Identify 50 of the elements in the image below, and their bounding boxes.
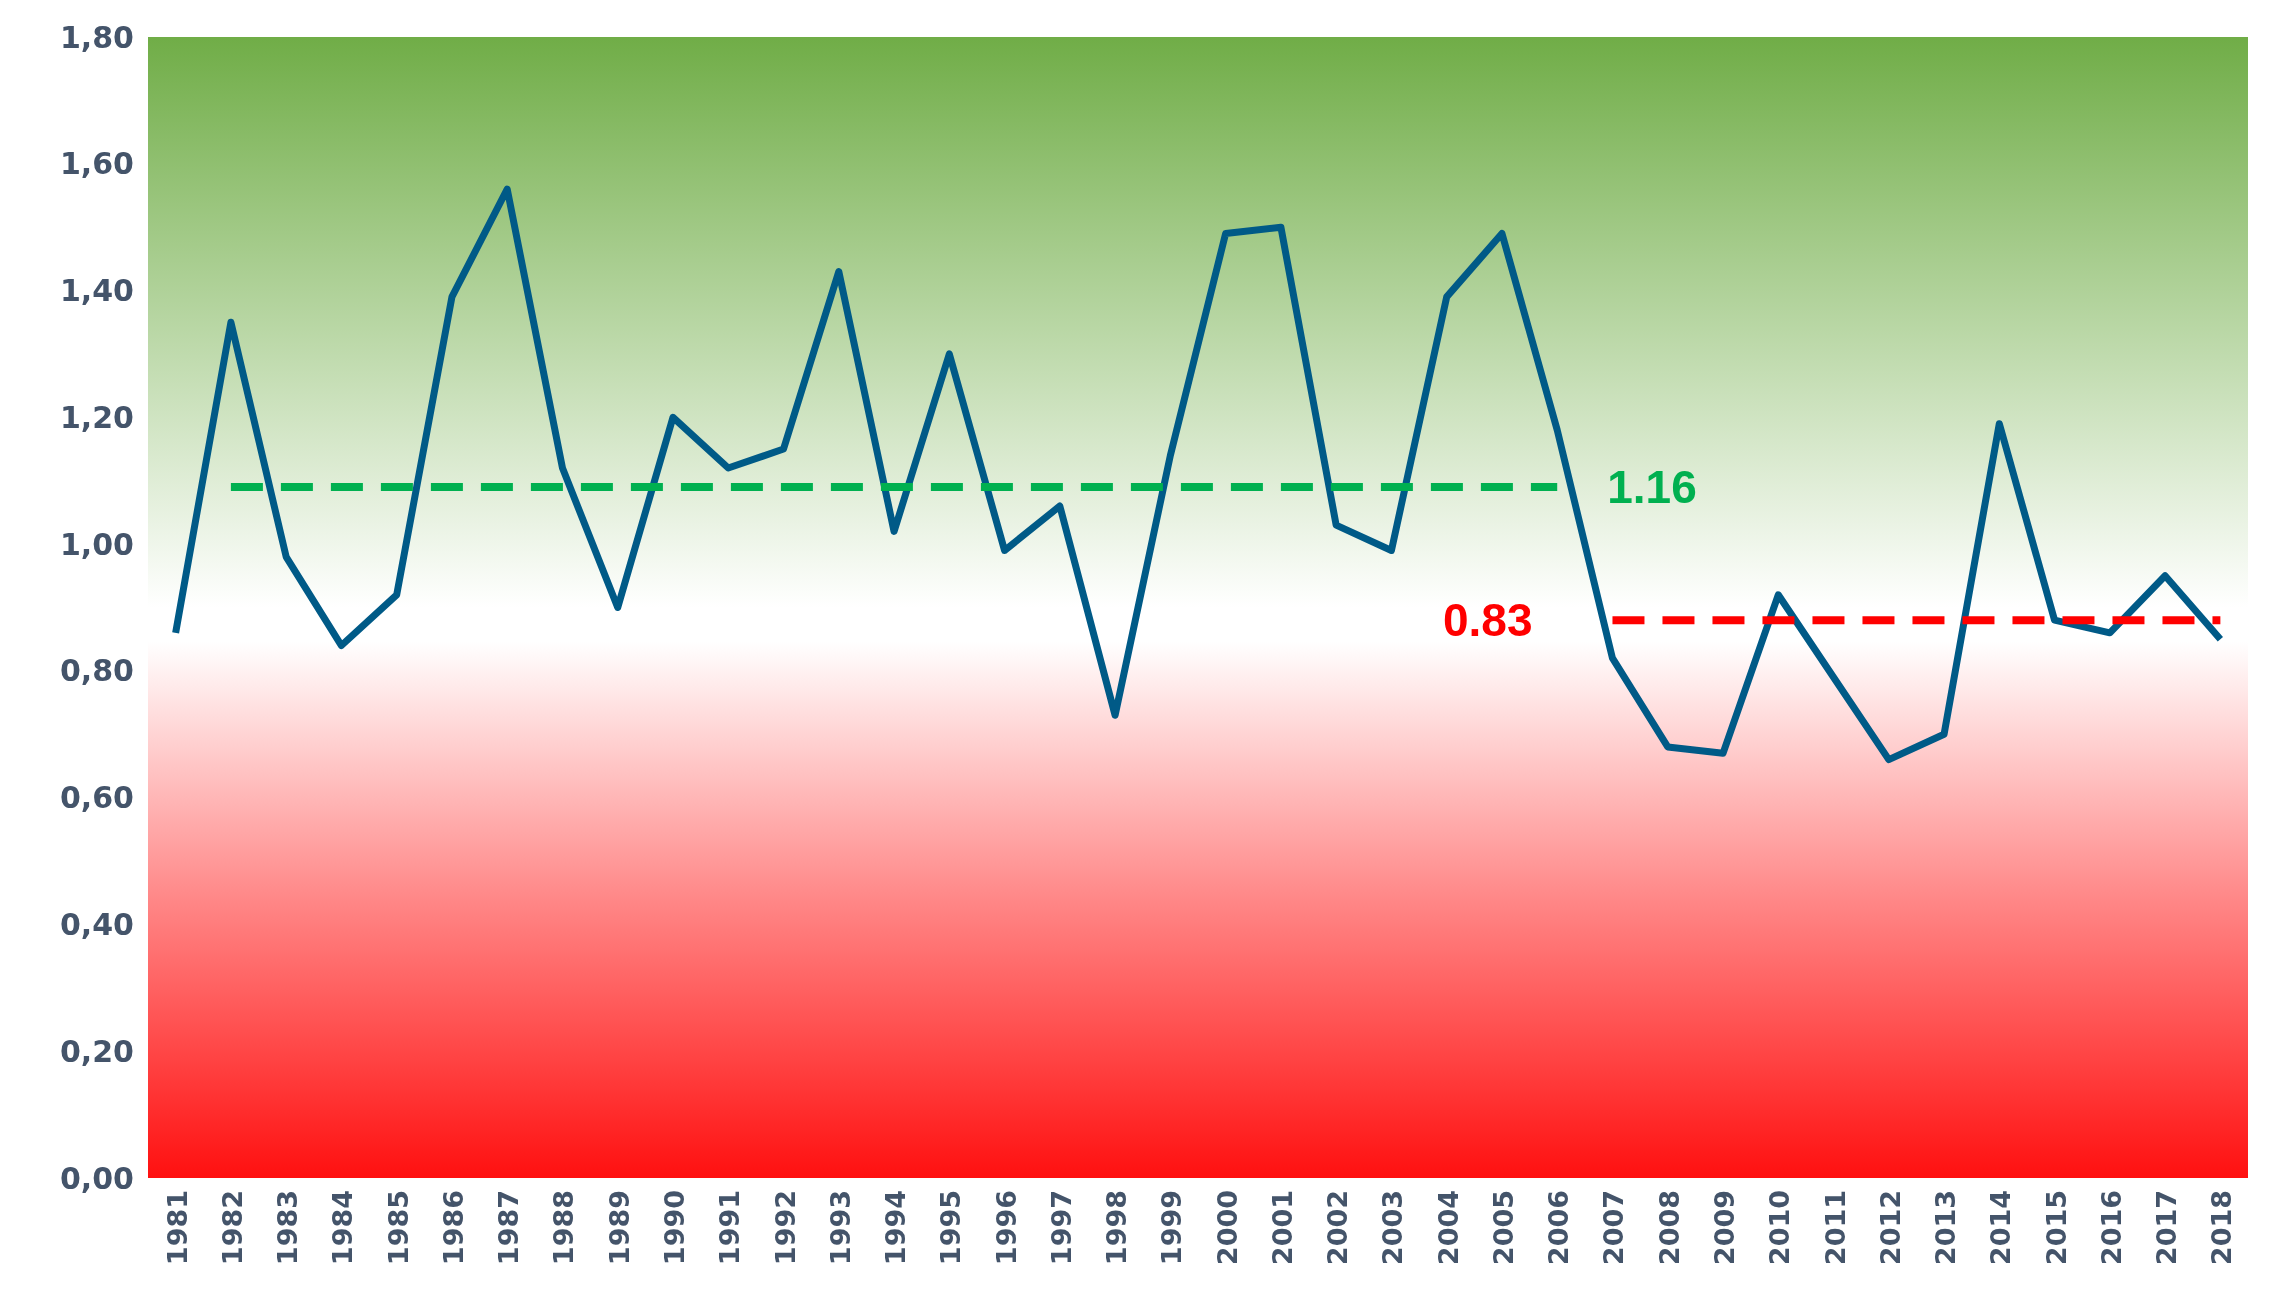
x-tick-label: 2002 [1322, 1190, 1354, 1266]
x-tick-label: 1993 [824, 1190, 856, 1266]
y-tick-label: 1,40 [59, 273, 134, 309]
x-tick-label: 1987 [493, 1190, 525, 1266]
x-tick-label: 1995 [935, 1190, 967, 1266]
x-tick-label: 1991 [714, 1190, 746, 1266]
x-tick-label: 2013 [1930, 1190, 1962, 1266]
y-tick-label: 0,00 [59, 1160, 134, 1196]
x-tick-label: 2008 [1653, 1190, 1685, 1266]
annotation: 0.83 [1442, 594, 1533, 647]
x-tick-label: 2017 [2151, 1190, 2183, 1266]
x-tick-label: 2005 [1487, 1190, 1519, 1266]
x-tick-label: 1981 [161, 1190, 193, 1266]
y-tick-label: 0,40 [59, 906, 134, 942]
x-tick-label: 2007 [1598, 1190, 1630, 1266]
x-tick-label: 1984 [327, 1190, 359, 1266]
x-tick-label: 2014 [1985, 1190, 2017, 1266]
y-tick-label: 1,80 [59, 19, 134, 55]
x-tick-label: 1992 [769, 1190, 801, 1266]
x-tick-label: 2012 [1874, 1190, 1906, 1266]
x-tick-label: 2006 [1543, 1190, 1575, 1266]
x-tick-label: 1989 [603, 1190, 635, 1266]
x-tick-label: 2018 [2206, 1190, 2238, 1266]
x-tick-label: 1983 [272, 1190, 304, 1266]
x-tick-label: 2003 [1377, 1190, 1409, 1266]
x-tick-label: 2010 [1764, 1190, 1796, 1266]
x-tick-label: 2015 [2040, 1190, 2072, 1266]
x-tick-label: 2001 [1266, 1190, 1298, 1266]
x-tick-label: 1997 [1045, 1190, 1077, 1266]
y-tick-label: 0,60 [59, 780, 134, 816]
x-tick-label: 1982 [216, 1190, 248, 1266]
x-tick-label: 1998 [1101, 1190, 1133, 1266]
x-tick-label: 1985 [382, 1190, 414, 1266]
x-tick-label: 1986 [437, 1190, 469, 1266]
x-tick-label: 2011 [1819, 1190, 1851, 1266]
annotation: 1.16 [1607, 461, 1697, 514]
y-tick-label: 0,20 [59, 1033, 134, 1069]
y-tick-label: 1,60 [59, 146, 134, 182]
y-tick-label: 0,80 [59, 653, 134, 689]
x-tick-label: 2004 [1432, 1190, 1464, 1266]
x-tick-label: 1988 [548, 1190, 580, 1266]
x-tick-label: 2000 [1211, 1190, 1243, 1266]
x-tick-label: 1990 [659, 1190, 690, 1266]
x-tick-label: 2009 [1709, 1190, 1740, 1266]
x-tick-label: 1994 [880, 1190, 912, 1266]
x-tick-label: 1996 [990, 1190, 1022, 1266]
y-tick-label: 1,00 [59, 526, 134, 562]
x-tick-label: 2016 [2095, 1190, 2127, 1266]
x-tick-label: 1999 [1156, 1190, 1188, 1266]
y-tick-label: 1,20 [59, 399, 134, 435]
